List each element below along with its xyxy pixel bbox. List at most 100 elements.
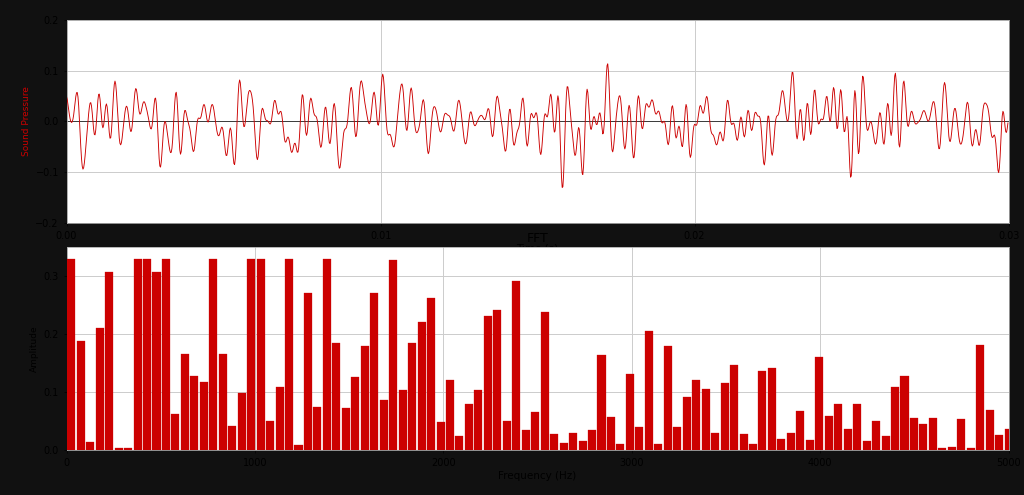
Bar <box>559 444 567 450</box>
Bar <box>759 371 767 450</box>
Bar <box>721 383 729 450</box>
Bar <box>360 346 369 450</box>
Bar <box>692 380 700 450</box>
Bar <box>986 410 993 450</box>
Bar <box>115 447 123 450</box>
Bar <box>503 421 511 450</box>
Bar <box>209 259 217 450</box>
X-axis label: Frequency (Hz): Frequency (Hz) <box>499 471 577 481</box>
Bar <box>824 416 833 450</box>
Bar <box>77 341 85 450</box>
Bar <box>313 407 322 450</box>
Bar <box>929 418 937 450</box>
Bar <box>162 259 170 450</box>
Bar <box>371 293 378 450</box>
Bar <box>133 259 141 450</box>
Bar <box>967 447 975 450</box>
Bar <box>701 389 710 450</box>
Bar <box>285 259 293 450</box>
Bar <box>105 272 114 450</box>
Bar <box>579 442 587 450</box>
Bar <box>616 445 625 450</box>
Bar <box>181 354 188 450</box>
Bar <box>436 422 444 450</box>
Bar <box>739 435 748 450</box>
Bar <box>219 354 226 450</box>
Bar <box>531 412 540 450</box>
Bar <box>597 354 605 450</box>
Bar <box>920 424 928 450</box>
Bar <box>835 404 842 450</box>
Bar <box>853 403 861 450</box>
Bar <box>862 441 870 450</box>
Bar <box>323 259 331 450</box>
Bar <box>550 434 558 450</box>
Bar <box>389 260 397 450</box>
Bar <box>304 293 312 450</box>
Bar <box>957 419 966 450</box>
Bar <box>398 390 407 450</box>
Bar <box>777 439 785 450</box>
Bar <box>418 322 426 450</box>
Bar <box>654 445 663 450</box>
Bar <box>409 343 416 450</box>
Bar <box>1005 429 1013 450</box>
Bar <box>891 387 899 450</box>
Bar <box>938 447 946 450</box>
Bar <box>635 427 643 450</box>
Bar <box>427 297 435 450</box>
Bar <box>730 365 738 450</box>
Bar <box>664 346 672 450</box>
Bar <box>456 436 464 450</box>
Bar <box>275 387 284 450</box>
Bar <box>815 357 823 450</box>
Bar <box>171 414 179 450</box>
Bar <box>465 404 473 450</box>
Bar <box>976 346 984 450</box>
Bar <box>153 272 161 450</box>
Bar <box>86 443 94 450</box>
Bar <box>124 447 132 450</box>
Bar <box>512 281 520 450</box>
Bar <box>446 380 454 450</box>
Bar <box>95 328 103 450</box>
Bar <box>797 411 805 450</box>
Bar <box>68 259 76 450</box>
Bar <box>247 259 255 450</box>
Bar <box>351 377 359 450</box>
Bar <box>948 447 955 450</box>
Bar <box>806 440 814 450</box>
Bar <box>872 421 880 450</box>
Bar <box>786 433 795 450</box>
Bar <box>200 382 208 450</box>
Bar <box>768 368 776 450</box>
Bar <box>588 430 596 450</box>
Bar <box>626 374 634 450</box>
Bar <box>474 390 482 450</box>
Bar <box>569 433 578 450</box>
Bar <box>910 418 918 450</box>
Bar <box>749 445 757 450</box>
Bar <box>607 417 615 450</box>
Bar <box>380 400 388 450</box>
Bar <box>228 426 237 450</box>
Bar <box>995 435 1004 450</box>
Bar <box>673 427 681 450</box>
Y-axis label: Sound Pressure: Sound Pressure <box>23 87 32 156</box>
Bar <box>295 446 302 450</box>
Bar <box>494 310 502 450</box>
X-axis label: Time (s): Time (s) <box>516 244 559 253</box>
Bar <box>541 312 549 450</box>
Title: FFT: FFT <box>526 232 549 245</box>
Bar <box>342 408 350 450</box>
Bar <box>238 394 246 450</box>
Y-axis label: Amplitude: Amplitude <box>31 326 39 372</box>
Bar <box>645 331 653 450</box>
Bar <box>484 316 492 450</box>
Bar <box>522 431 529 450</box>
Bar <box>333 343 340 450</box>
Bar <box>683 397 691 450</box>
Bar <box>190 376 199 450</box>
Bar <box>266 421 274 450</box>
Bar <box>900 376 908 450</box>
